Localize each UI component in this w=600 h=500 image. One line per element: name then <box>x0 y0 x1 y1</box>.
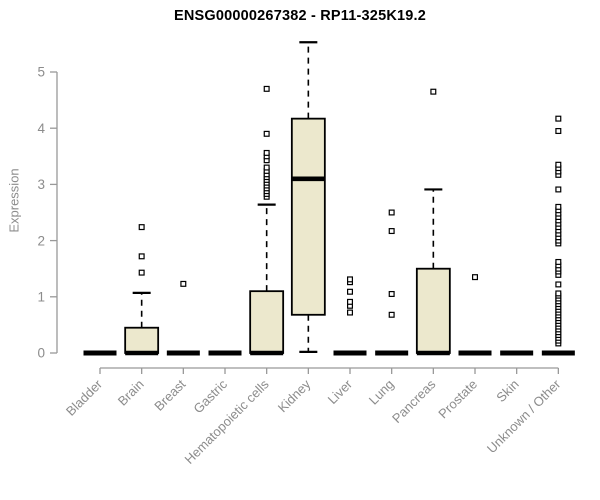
boxplot-prostate <box>458 274 492 356</box>
box <box>415 267 451 354</box>
box <box>249 290 285 354</box>
x-tick-label-bladder: Bladder <box>63 376 106 419</box>
outlier-point <box>347 276 354 283</box>
y-tick-label: 2 <box>37 233 45 248</box>
x-tick-label-pancreas: Pancreas <box>389 376 439 426</box>
boxplot-bladder <box>83 350 117 356</box>
boxplot-gastric <box>208 350 242 356</box>
x-tick-label-skin: Skin <box>493 377 521 405</box>
outlier-point <box>430 88 437 95</box>
outlier-point <box>263 85 270 92</box>
median-line <box>458 350 492 356</box>
outlier-point <box>555 161 562 168</box>
x-tick-label-lung: Lung <box>366 377 397 408</box>
chart-title: ENSG00000267382 - RP11-325K19.2 <box>173 8 427 24</box>
boxplot-lung <box>375 209 409 356</box>
y-tick-label: 0 <box>37 346 45 361</box>
x-tick-label-unknown-other: Unknown / Other <box>484 376 564 456</box>
outlier-point <box>388 311 395 318</box>
boxplot-hematopoietic-cells <box>249 85 285 356</box>
y-tick-label: 1 <box>37 290 45 305</box>
outlier-point <box>555 281 562 288</box>
outlier-point <box>555 115 562 122</box>
boxplot-breast <box>166 280 200 356</box>
outlier-point <box>347 298 354 305</box>
x-tick-label-prostate: Prostate <box>435 377 480 422</box>
outlier-point <box>388 228 395 235</box>
median-line <box>333 350 367 356</box>
boxplot-liver <box>333 276 367 356</box>
x-tick-label-brain: Brain <box>115 377 147 409</box>
boxplot-skin <box>500 350 534 356</box>
boxplot-brain <box>124 224 160 356</box>
outlier-point <box>472 274 479 281</box>
x-tick-label-kidney: Kidney <box>275 376 314 415</box>
outlier-point <box>138 224 145 231</box>
outlier-point <box>347 309 354 316</box>
outlier-point <box>263 164 270 171</box>
outlier-point <box>263 149 270 156</box>
y-tick-label: 3 <box>37 177 45 192</box>
outlier-point <box>138 253 145 260</box>
box <box>290 117 326 316</box>
outlier-point <box>263 130 270 137</box>
box <box>124 326 160 354</box>
outlier-point <box>347 288 354 295</box>
x-tick-label-breast: Breast <box>151 376 188 413</box>
outlier-point <box>138 269 145 276</box>
x-tick-label-gastric: Gastric <box>190 376 230 416</box>
outlier-point <box>180 280 187 287</box>
outlier-point <box>555 290 562 297</box>
boxplot-kidney <box>290 41 326 353</box>
median-line <box>500 350 534 356</box>
median-line <box>375 350 409 356</box>
median-line <box>208 350 242 356</box>
y-axis: 0 1 2 3 4 5 <box>37 65 58 361</box>
y-tick-label: 5 <box>37 65 45 80</box>
median-line <box>83 350 117 356</box>
boxplot-pancreas <box>415 88 451 356</box>
outlier-point <box>555 258 562 265</box>
outlier-point <box>555 186 562 193</box>
outlier-point <box>388 209 395 216</box>
outlier-point <box>555 128 562 135</box>
median-line <box>166 350 200 356</box>
outlier-point <box>388 290 395 297</box>
y-tick-label: 4 <box>37 121 45 136</box>
outlier-point <box>555 203 562 210</box>
x-tick-label-liver: Liver <box>325 376 356 407</box>
median-line <box>541 350 575 356</box>
boxplot-unknown-other <box>541 115 575 356</box>
